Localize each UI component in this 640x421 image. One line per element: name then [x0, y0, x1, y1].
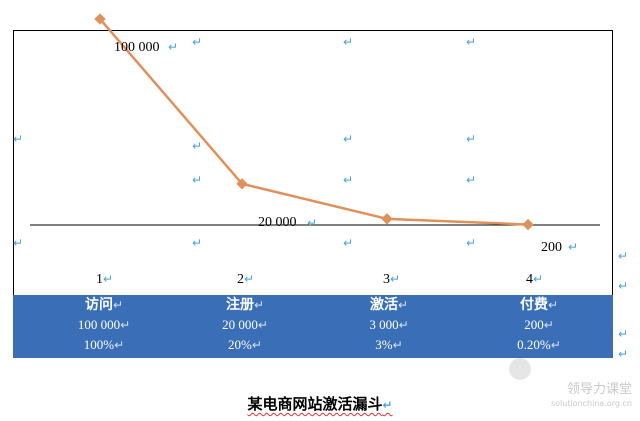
- stage-rate: 20%: [228, 337, 252, 352]
- paragraph-mark: ↵: [192, 35, 203, 49]
- funnel-column-1: 访问↵ 100 000↵ 100%↵: [77, 297, 131, 352]
- paragraph-mark: ↵: [192, 139, 203, 153]
- stage-name: 付费: [519, 297, 548, 313]
- watermark-title: 领导力课堂: [566, 382, 632, 397]
- paragraph-mark: ↵: [343, 35, 354, 49]
- funnel-column-4: 付费↵ 200↵ 0.20%↵: [517, 297, 561, 352]
- paragraph-mark: ↵: [244, 272, 255, 286]
- paragraph-mark: ↵: [466, 236, 477, 250]
- paragraph-mark: ↵: [390, 272, 401, 286]
- watermark-url: solutionchina.org.cn: [550, 399, 632, 408]
- paragraph-mark: ↵: [466, 173, 477, 187]
- paragraph-mark: ↵: [466, 132, 477, 146]
- paragraph-mark: ↵: [343, 173, 354, 187]
- paragraph-mark: ↵: [618, 327, 629, 341]
- paragraph-mark: ↵: [168, 40, 179, 54]
- watermark-logo-icon: [509, 358, 531, 380]
- paragraph-mark: ↵: [382, 398, 393, 412]
- series-line: [99, 18, 529, 226]
- paragraph-mark: ↵: [466, 35, 477, 49]
- paragraph-mark: ↵: [103, 272, 114, 286]
- data-point-4: [522, 218, 534, 231]
- paragraph-mark: ↵: [618, 249, 629, 263]
- paragraph-mark: ↵: [343, 132, 354, 146]
- chart-title: 某电商网站激活漏斗↵: [247, 395, 393, 413]
- paragraph-mark: ↵: [343, 236, 354, 250]
- paragraph-mark: ↵: [13, 236, 24, 250]
- stage-name: 访问: [84, 297, 113, 313]
- category-label-3: 3↵: [383, 272, 401, 287]
- watermark: 领导力课堂 solutionchina.org.cn: [551, 383, 632, 411]
- paragraph-mark: ↵: [568, 240, 579, 254]
- data-label-1: 100 000: [114, 40, 160, 55]
- stage-count: 200: [524, 317, 544, 332]
- data-label-2: 20 000: [258, 215, 297, 230]
- stage-rate: 100%: [83, 337, 115, 352]
- paragraph-mark: ↵: [192, 173, 203, 187]
- stage-count: 3 000: [369, 317, 399, 332]
- paragraph-mark: ↵: [192, 236, 203, 250]
- category-label-4: 4↵: [526, 272, 544, 287]
- stage-rate: 0.20%: [517, 337, 551, 352]
- stage-rate: 3%: [375, 337, 393, 352]
- funnel-table: [13, 295, 613, 358]
- stage-name: 注册: [225, 297, 254, 313]
- stage-name: 激活: [369, 297, 398, 313]
- paragraph-mark: ↵: [533, 272, 544, 286]
- data-point-2: [236, 178, 248, 190]
- paragraph-mark: ↵: [618, 347, 629, 361]
- category-label-2: 2↵: [237, 272, 255, 287]
- paragraph-mark: ↵: [618, 279, 629, 293]
- stage-count: 20 000: [222, 317, 258, 332]
- data-point-3: [381, 213, 393, 225]
- funnel-column-2: 注册↵ 20 000↵ 20%↵: [222, 297, 268, 352]
- stage-count: 100 000: [77, 317, 121, 332]
- category-label-1: 1↵: [96, 272, 114, 287]
- funnel-column-3: 激活↵ 3 000↵ 3%↵: [369, 297, 409, 352]
- data-label-4: 200: [541, 240, 562, 255]
- paragraph-mark: ↵: [307, 216, 318, 230]
- paragraph-mark: ↵: [13, 132, 24, 146]
